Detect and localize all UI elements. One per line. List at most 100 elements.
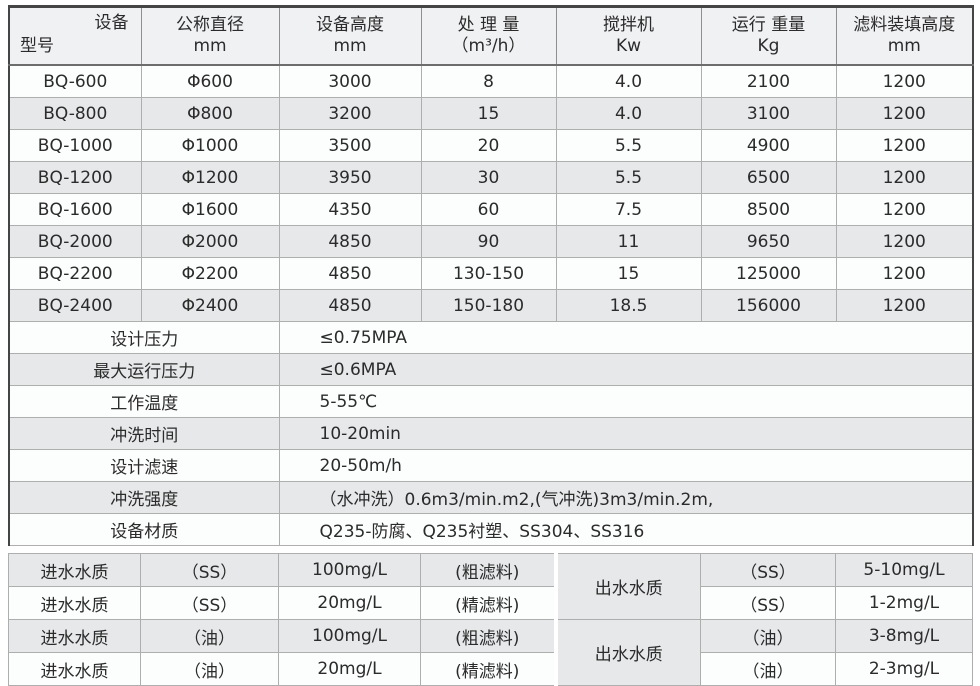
weight-cell: 2100 bbox=[700, 64, 837, 98]
corner-header-cell: 设备 型号 bbox=[8, 6, 142, 66]
inlet-value: 100mg/L bbox=[278, 619, 421, 653]
outlet-param: （SS） bbox=[700, 553, 836, 587]
spec-label: 设备材质 bbox=[8, 513, 280, 546]
media-type: (精滤料) bbox=[420, 652, 556, 686]
table-row: BQ-600 Φ600 3000 8 4.0 2100 1200 bbox=[8, 64, 974, 98]
table-row: 设备材质 Q235-防腐、Q235衬塑、SS304、SS316 bbox=[8, 513, 974, 546]
spec-label: 设计滤速 bbox=[8, 449, 280, 482]
header-nominal-diameter: 公称直径 mm bbox=[140, 6, 280, 66]
diameter-cell: Φ2400 bbox=[140, 289, 280, 322]
spec-label: 设计压力 bbox=[8, 321, 280, 354]
header-line2: Kw bbox=[615, 36, 642, 56]
header-mixer: 搅拌机 Kw bbox=[555, 6, 702, 66]
inlet-label: 进水水质 bbox=[8, 619, 141, 653]
header-line1: 公称直径 bbox=[176, 14, 244, 35]
weight-cell: 6500 bbox=[700, 161, 837, 194]
table-row: BQ-2200 Φ2200 4850 130-150 15 125000 120… bbox=[8, 257, 974, 290]
table-row: BQ-800 Φ800 3200 15 4.0 3100 1200 bbox=[8, 97, 974, 130]
diameter-cell: Φ600 bbox=[140, 64, 280, 98]
spec-value: （水冲洗）0.6m3/min.m2,(气冲洗)3m3/min.2m, bbox=[278, 481, 974, 514]
header-media-fill-height: 滤料装填高度 mm bbox=[835, 6, 974, 66]
spec-value: 5-55℃ bbox=[278, 385, 974, 418]
inlet-value: 100mg/L bbox=[278, 553, 421, 587]
diameter-cell: Φ1000 bbox=[140, 129, 280, 162]
media-type: (粗滤料) bbox=[420, 553, 556, 587]
mixer-cell: 4.0 bbox=[555, 97, 702, 130]
weight-cell: 3100 bbox=[700, 97, 837, 130]
corner-label-model: 型号 bbox=[20, 35, 54, 56]
inlet-param: （油） bbox=[140, 619, 279, 653]
weight-cell: 156000 bbox=[700, 289, 837, 322]
table-row: 设计滤速 20-50m/h bbox=[8, 449, 974, 482]
table-row: BQ-2000 Φ2000 4850 90 11 9650 1200 bbox=[8, 225, 974, 258]
equipment-spec-table: 设备 型号 公称直径 mm 设备高度 mm 处 理 量 （m³/h） 搅拌机 bbox=[8, 5, 974, 546]
outlet-param: （油） bbox=[700, 619, 836, 653]
table-row: BQ-2400 Φ2400 4850 150-180 18.5 156000 1… bbox=[8, 289, 974, 322]
spec-label: 冲洗强度 bbox=[8, 481, 280, 514]
model-cell: BQ-600 bbox=[8, 64, 142, 98]
outlet-value: 3-8mg/L bbox=[835, 619, 973, 653]
outlet-label: 出水水质 bbox=[553, 553, 701, 620]
media-height-cell: 1200 bbox=[835, 257, 974, 290]
capacity-cell: 15 bbox=[420, 97, 557, 130]
capacity-cell: 150-180 bbox=[420, 289, 557, 322]
weight-cell: 9650 bbox=[700, 225, 837, 258]
outlet-value: 5-10mg/L bbox=[835, 553, 973, 587]
weight-cell: 125000 bbox=[700, 257, 837, 290]
outlet-value: 2-3mg/L bbox=[835, 652, 973, 686]
mixer-cell: 7.5 bbox=[555, 193, 702, 226]
header-line2: mm bbox=[887, 36, 921, 56]
inlet-value: 20mg/L bbox=[278, 652, 421, 686]
spec-value: ≤0.6MPA bbox=[278, 353, 974, 386]
header-line1: 滤料装填高度 bbox=[853, 14, 956, 35]
height-cell: 4850 bbox=[278, 225, 422, 258]
table-row: 工作温度 5-55℃ bbox=[8, 385, 974, 418]
weight-cell: 4900 bbox=[700, 129, 837, 162]
header-running-weight: 运行 重量 Kg bbox=[700, 6, 837, 66]
spec-value: 10-20min bbox=[278, 417, 974, 450]
model-cell: BQ-1200 bbox=[8, 161, 142, 194]
media-height-cell: 1200 bbox=[835, 97, 974, 130]
outlet-param: （油） bbox=[700, 652, 836, 686]
table-row: BQ-1600 Φ1600 4350 60 7.5 8500 1200 bbox=[8, 193, 974, 226]
water-quality-rows: 进水水质 （SS） 100mg/L (粗滤料) 出水水质 （SS） 5-10mg… bbox=[8, 553, 973, 686]
media-height-cell: 1200 bbox=[835, 193, 974, 226]
media-height-cell: 1200 bbox=[835, 161, 974, 194]
model-cell: BQ-2000 bbox=[8, 225, 142, 258]
inlet-label: 进水水质 bbox=[8, 652, 141, 686]
model-cell: BQ-800 bbox=[8, 97, 142, 130]
diameter-cell: Φ2000 bbox=[140, 225, 280, 258]
header-row: 设备 型号 公称直径 mm 设备高度 mm 处 理 量 （m³/h） 搅拌机 bbox=[8, 6, 974, 66]
height-cell: 3200 bbox=[278, 97, 422, 130]
media-height-cell: 1200 bbox=[835, 225, 974, 258]
table-row: 进水水质 （SS） 20mg/L (精滤料) （SS） 1-2mg/L bbox=[8, 586, 973, 620]
inlet-label: 进水水质 bbox=[8, 553, 141, 587]
model-cell: BQ-1000 bbox=[8, 129, 142, 162]
header-capacity: 处 理 量 （m³/h） bbox=[420, 6, 557, 66]
mixer-cell: 5.5 bbox=[555, 129, 702, 162]
model-cell: BQ-2400 bbox=[8, 289, 142, 322]
media-height-cell: 1200 bbox=[835, 129, 974, 162]
spec-label: 工作温度 bbox=[8, 385, 280, 418]
capacity-cell: 90 bbox=[420, 225, 557, 258]
table-row: 进水水质 （SS） 100mg/L (粗滤料) 出水水质 （SS） 5-10mg… bbox=[8, 553, 973, 620]
header-line2: mm bbox=[333, 36, 367, 56]
inlet-label: 进水水质 bbox=[8, 586, 141, 620]
height-cell: 4350 bbox=[278, 193, 422, 226]
header-line1: 设备高度 bbox=[316, 14, 384, 35]
header-equipment-height: 设备高度 mm bbox=[278, 6, 422, 66]
corner-label-device: 设备 bbox=[94, 13, 129, 33]
diameter-cell: Φ2200 bbox=[140, 257, 280, 290]
table-header: 设备 型号 公称直径 mm 设备高度 mm 处 理 量 （m³/h） 搅拌机 bbox=[8, 6, 974, 66]
diameter-cell: Φ1600 bbox=[140, 193, 280, 226]
spec-label: 最大运行压力 bbox=[8, 353, 280, 386]
capacity-cell: 20 bbox=[420, 129, 557, 162]
inlet-param: （SS） bbox=[140, 586, 279, 620]
capacity-cell: 30 bbox=[420, 161, 557, 194]
mixer-cell: 5.5 bbox=[555, 161, 702, 194]
table-row: 冲洗强度 （水冲洗）0.6m3/min.m2,(气冲洗)3m3/min.2m, bbox=[8, 481, 974, 514]
header-line2: （m³/h） bbox=[451, 36, 526, 56]
table-row: BQ-1200 Φ1200 3950 30 5.5 6500 1200 bbox=[8, 161, 974, 194]
header-line2: Kg bbox=[757, 36, 780, 56]
